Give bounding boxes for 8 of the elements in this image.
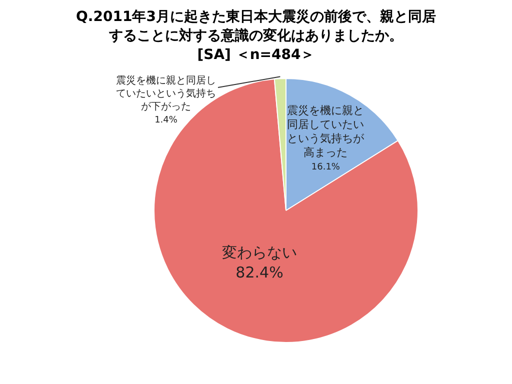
data-label: 1.4% [154,115,178,126]
slice-label: 震災を機に親と同居していたいという気持ちが高まった [287,104,366,159]
slice-label: 変わらない [222,244,298,262]
slice-label: 震災を機に親と同居していたいという気持ちが下がった [116,74,216,113]
data-label: 16.1% [311,162,340,172]
chart-subtitle: [SA] ＜n=484＞ [196,46,316,65]
data-label: 82.4% [236,264,284,282]
chart-title: Q.2011年3月に起きた東日本大震災の前後で、親と同居することに対する意識の変化はありましたか。 [75,8,437,46]
